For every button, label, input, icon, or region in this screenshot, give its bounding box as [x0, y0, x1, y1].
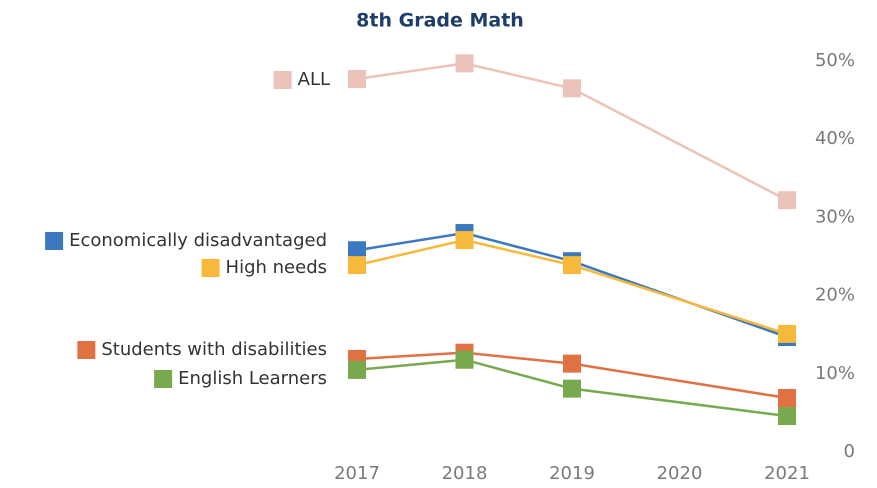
legend-swatch: [154, 370, 173, 388]
series-line: [356, 351, 788, 400]
legend-label: High needs: [226, 257, 327, 278]
marker: [778, 191, 796, 210]
y-tick-label: 50%: [815, 50, 855, 71]
marker: [778, 389, 796, 408]
y-tick-label: 20%: [815, 285, 855, 306]
x-tick-label: 2017: [334, 463, 380, 484]
y-tick-label: 10%: [815, 363, 855, 384]
series-line: [356, 231, 788, 339]
x-tick-label: 2018: [442, 463, 488, 484]
legend-label: Economically disadvantaged: [69, 230, 327, 251]
marker: [563, 256, 581, 275]
series-line: [356, 358, 788, 418]
marker: [455, 231, 474, 250]
legend-swatch: [45, 232, 64, 250]
marker: [348, 69, 366, 88]
marker: [563, 379, 581, 398]
x-tick-label: 2019: [549, 463, 595, 484]
marker: [348, 256, 366, 275]
legend-label: ALL: [298, 69, 330, 90]
marker: [455, 350, 474, 369]
legend-swatch: [273, 71, 292, 89]
marker: [778, 407, 796, 426]
marker: [563, 354, 581, 373]
legend-label: English Learners: [178, 368, 327, 389]
y-tick-label: 30%: [815, 206, 855, 227]
marker: [455, 54, 474, 73]
marker: [348, 360, 366, 379]
series-line: [356, 238, 788, 336]
y-tick-label: 0: [844, 441, 855, 462]
chart-title: 8th Grade Math: [356, 10, 524, 32]
legend-swatch: [201, 259, 220, 277]
marker: [348, 241, 366, 260]
x-tick-label: 2021: [764, 463, 810, 484]
marker: [778, 324, 796, 343]
series-line: [356, 62, 788, 202]
y-tick-label: 40%: [815, 128, 855, 149]
legend-label: Students with disabilities: [101, 339, 327, 360]
marker: [563, 79, 581, 98]
legend-swatch: [77, 341, 96, 359]
x-tick-label: 2020: [657, 463, 703, 484]
